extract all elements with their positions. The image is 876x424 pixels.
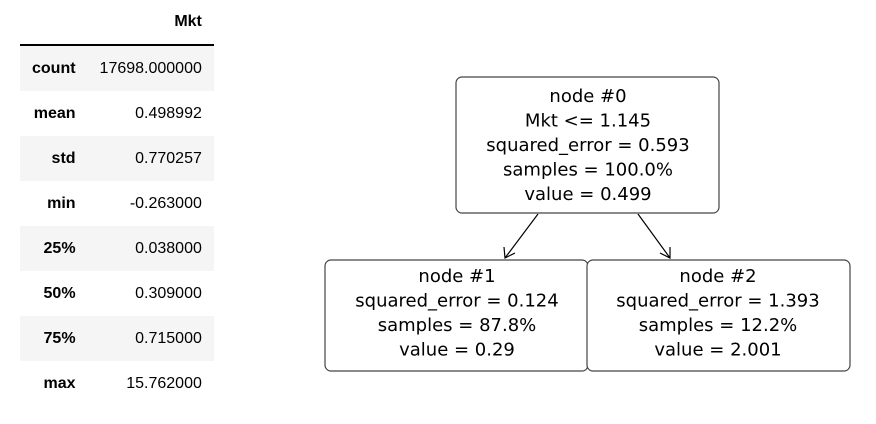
- row-label: std: [51, 149, 76, 167]
- node-text: samples = 87.8%: [378, 315, 537, 336]
- column-header: [20, 0, 88, 46]
- row-label: 50%: [43, 284, 76, 302]
- node-text: node #1: [418, 266, 495, 287]
- cell: 17698.000000: [99, 59, 202, 77]
- cell: 0.770257: [135, 149, 202, 167]
- node-text: squared_error = 0.124: [355, 291, 558, 312]
- table-row: max 15.762000: [20, 361, 214, 406]
- arrowhead: [503, 246, 516, 259]
- table-row: std 0.770257: [20, 136, 214, 181]
- node-text: value = 2.001: [654, 340, 781, 361]
- node-text: value = 0.29: [399, 340, 515, 361]
- row-label: max: [43, 374, 76, 392]
- node-text: node #2: [679, 266, 756, 287]
- table-row: count 17698.000000: [20, 45, 214, 91]
- row-label: min: [47, 194, 76, 212]
- node-text: squared_error = 1.393: [616, 291, 819, 312]
- table-row: mean 0.498992: [20, 91, 214, 136]
- cell: 0.309000: [135, 284, 202, 302]
- node-text: value = 0.499: [524, 184, 651, 205]
- node-text: samples = 100.0%: [503, 160, 673, 181]
- node-text: squared_error = 0.593: [486, 135, 689, 156]
- table-row: 50% 0.309000: [20, 271, 214, 316]
- cell: 0.498992: [135, 104, 202, 122]
- cell: 0.715000: [135, 329, 202, 347]
- header-row: Mkt: [20, 0, 214, 46]
- row-label: 75%: [43, 329, 76, 347]
- arrowhead: [659, 247, 671, 259]
- node-text: node #0: [549, 86, 626, 107]
- row-label: count: [32, 59, 76, 77]
- node-text: Mkt <= 1.145: [525, 111, 651, 132]
- column-header: Mkt: [87, 0, 214, 46]
- edge: [637, 213, 671, 259]
- cell: -0.263000: [129, 194, 202, 212]
- table-row: 75% 0.715000: [20, 316, 214, 361]
- edge: [504, 213, 539, 259]
- describe-table: Mkt count 17698.000000 mean 0.498992 std 0.77…: [20, 0, 214, 406]
- node-box: [455, 76, 720, 214]
- cell: 0.038000: [135, 239, 202, 257]
- table-row: min -0.263000: [20, 181, 214, 226]
- table-row: 25% 0.038000: [20, 226, 214, 271]
- node-text: samples = 12.2%: [639, 315, 798, 336]
- row-label: 25%: [43, 239, 76, 257]
- node-box: [586, 259, 851, 372]
- row-label: mean: [33, 104, 76, 122]
- cell: 15.762000: [126, 374, 202, 392]
